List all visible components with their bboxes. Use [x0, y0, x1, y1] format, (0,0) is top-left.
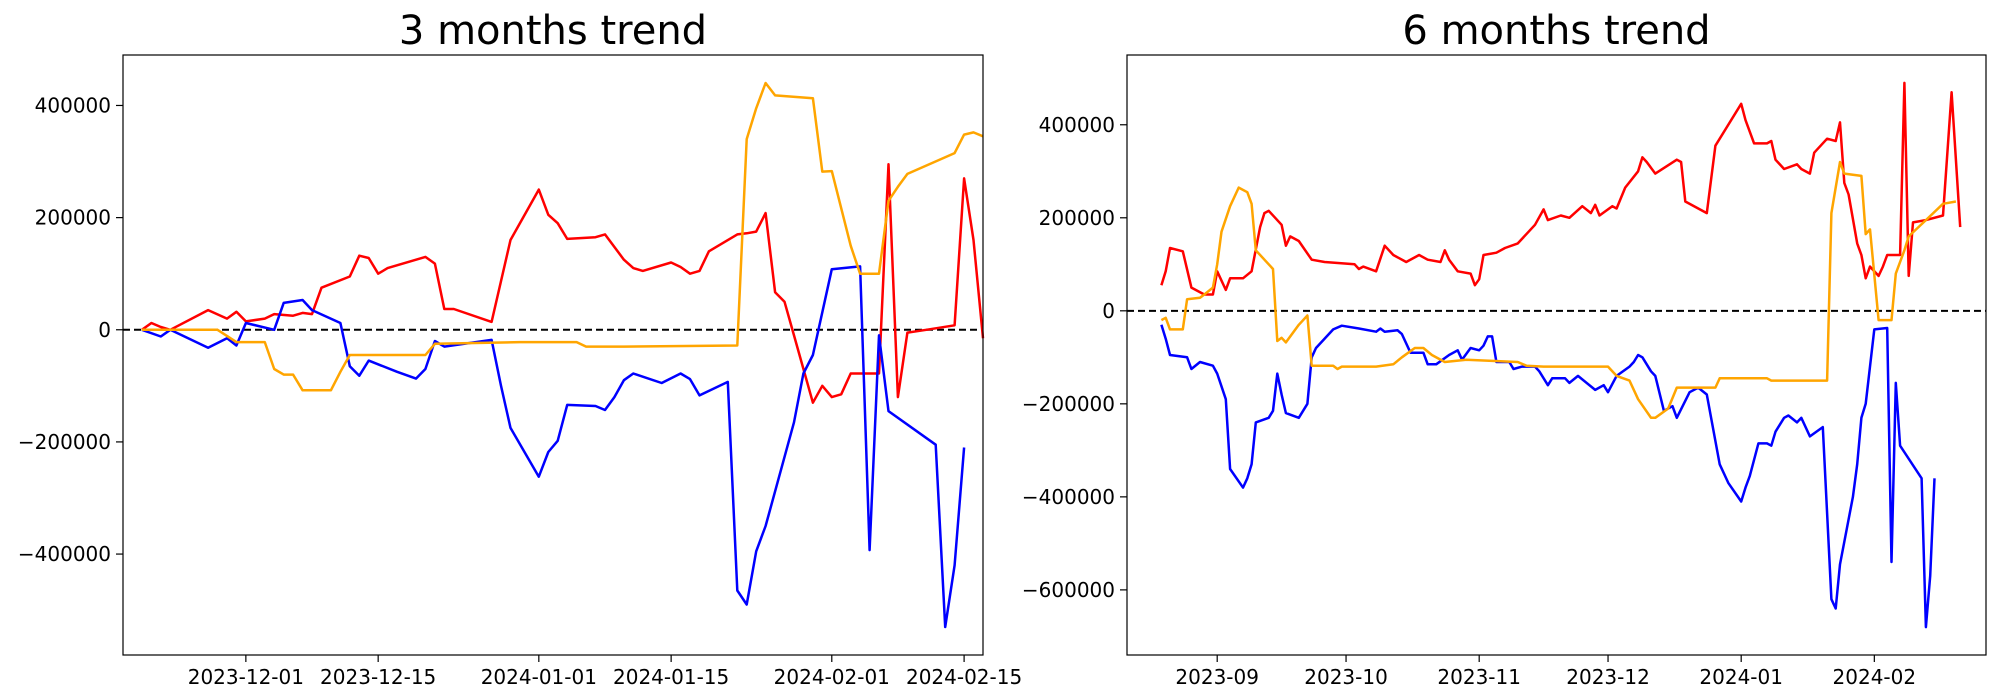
x-tick-label: 2023-12 [1566, 665, 1650, 689]
x-tick-label: 2024-01-15 [613, 665, 729, 689]
series-line-3 [1160, 160, 1957, 420]
series-line-2 [1160, 324, 1936, 629]
x-tick-label: 2023-12-01 [188, 665, 304, 689]
y-tick-label: 200000 [1039, 206, 1115, 230]
x-tick-label: 2024-01-01 [481, 665, 597, 689]
axes-frame [1126, 54, 1987, 656]
y-tick-label: 400000 [1039, 113, 1115, 137]
chart-3-months-trend: 3 months trend 2023-12-01 2023-12-15 2024-0… [18, 8, 1022, 689]
y-tick-label: −200000 [1022, 392, 1115, 416]
chart-6-months-trend: 6 months trend 2023-09 2023-10 2023-11 2023-… [1022, 8, 1987, 689]
x-tick-label: 2023-09 [1175, 665, 1259, 689]
axes-frame [122, 54, 984, 656]
y-tick-label: −200000 [18, 430, 111, 454]
x-tick-label: 2023-11 [1437, 665, 1521, 689]
y-tick-label: −600000 [1022, 578, 1115, 602]
x-tick-label: 2024-02 [1833, 665, 1917, 689]
y-tick-label: 0 [1102, 299, 1115, 323]
chart-title: 6 months trend [1402, 8, 1710, 54]
y-tick-label: 200000 [35, 206, 111, 230]
x-tick-label: 2024-02-01 [774, 665, 890, 689]
x-tick-label: 2024-02-15 [906, 665, 1022, 689]
series-line-2 [141, 265, 966, 629]
series-line-1 [141, 163, 985, 404]
series-line-1 [1160, 81, 1962, 296]
y-tick-label: −400000 [18, 542, 111, 566]
x-tick-label: 2023-10 [1304, 665, 1388, 689]
y-tick-label: −400000 [1022, 485, 1115, 509]
x-tick-label: 2023-12-15 [320, 665, 436, 689]
series-line-3 [141, 81, 984, 392]
y-tick-label: 0 [98, 318, 111, 342]
y-tick-label: 400000 [35, 93, 111, 117]
chart-title: 3 months trend [399, 8, 707, 54]
x-tick-label: 2024-01 [1699, 665, 1783, 689]
